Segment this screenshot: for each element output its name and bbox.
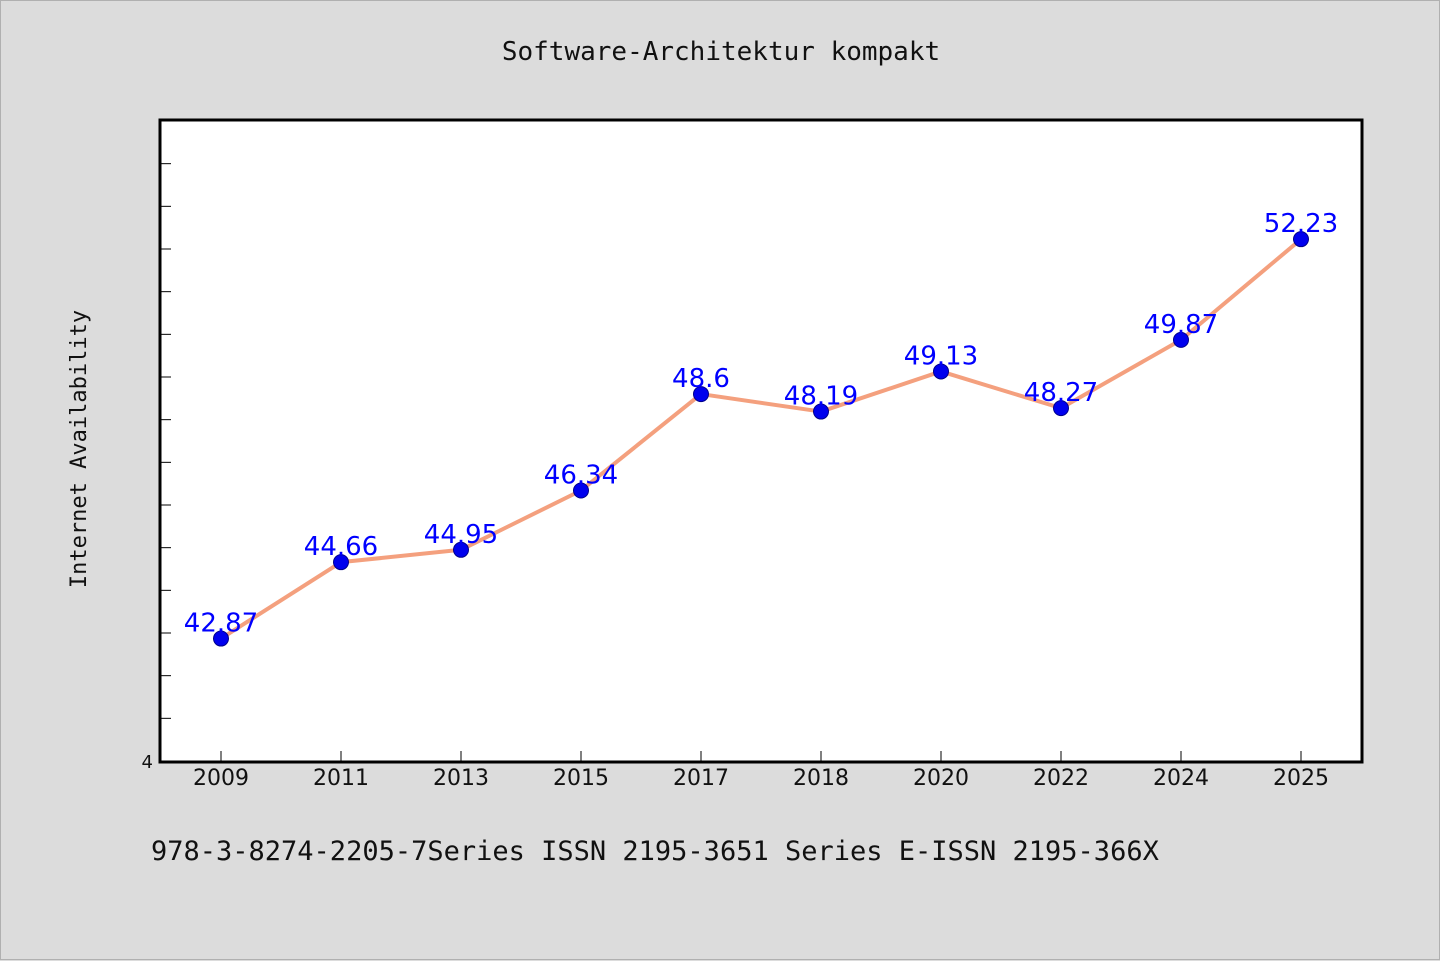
x-tick-label: 2024 <box>1153 766 1209 791</box>
data-point <box>693 386 709 403</box>
data-label: 42.87 <box>184 609 258 639</box>
x-tick-label: 2025 <box>1273 766 1329 791</box>
x-tick-label: 2011 <box>313 766 369 791</box>
data-label: 49.87 <box>1144 310 1218 340</box>
x-tick-label: 2022 <box>1033 766 1089 791</box>
y-axis-label: Internet Availability <box>67 310 92 588</box>
x-tick-label: 2013 <box>433 766 489 791</box>
x-tick-label: 2009 <box>193 766 249 791</box>
data-label: 46.34 <box>544 460 618 490</box>
data-point <box>573 482 589 499</box>
y-axis-ticks: 4 <box>142 163 171 773</box>
footer-isbn-text: 978-3-8274-2205-7Series ISSN 2195-3651 S… <box>151 836 1159 867</box>
data-label: 48.27 <box>1024 378 1098 408</box>
chart-title: Software-Architektur kompakt <box>501 37 941 67</box>
data-point <box>213 630 229 647</box>
data-point <box>333 554 349 571</box>
data-label: 48.6 <box>672 364 730 394</box>
data-point <box>1053 400 1069 417</box>
x-tick-label: 2018 <box>793 766 849 791</box>
y-tick-label: 4 <box>142 752 153 773</box>
data-label: 48.19 <box>784 382 858 412</box>
data-point <box>933 363 949 380</box>
data-point <box>453 541 469 558</box>
data-label: 49.13 <box>904 341 978 371</box>
x-tick-label: 2015 <box>553 766 609 791</box>
data-label: 52.23 <box>1264 209 1338 239</box>
data-point <box>1293 231 1309 248</box>
series-line <box>219 237 1303 641</box>
data-point <box>813 403 829 420</box>
data-label: 44.95 <box>424 520 498 550</box>
x-tick-label: 2017 <box>673 766 729 791</box>
data-point <box>1173 331 1189 348</box>
plot-area <box>158 118 1364 764</box>
data-label: 44.66 <box>304 532 378 562</box>
x-tick-label: 2020 <box>913 766 969 791</box>
series-group: 42.87 44.66 44.95 46.34 48.6 48.19 49.13 48.27 4… <box>184 209 1338 647</box>
x-axis-ticks: 2009 2011 2013 2015 2017 2018 2020 2022 2024 2025 <box>193 751 1329 791</box>
